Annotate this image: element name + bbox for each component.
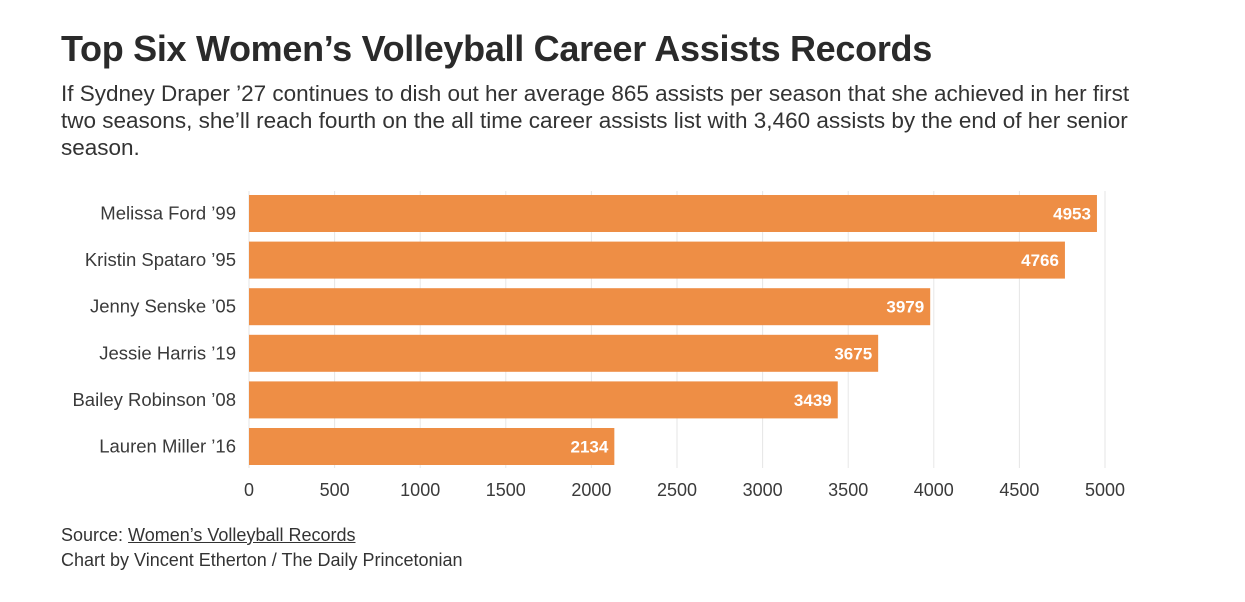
category-label: Jenny Senske ’05 — [90, 296, 236, 317]
category-label: Kristin Spataro ’95 — [85, 249, 236, 270]
source-link[interactable]: Women’s Volleyball Records — [128, 525, 356, 545]
x-tick-label: 500 — [320, 480, 350, 500]
x-tick-label: 2500 — [657, 480, 697, 500]
bar — [249, 241, 1065, 279]
category-label: Bailey Robinson ’08 — [72, 389, 236, 410]
bar — [249, 288, 931, 326]
value-label: 3675 — [834, 344, 872, 363]
x-tick-label: 2000 — [571, 480, 611, 500]
source-prefix: Source: — [61, 525, 129, 545]
category-label: Jessie Harris ’19 — [99, 342, 236, 363]
x-tick-label: 3000 — [743, 480, 783, 500]
x-tick-label: 1000 — [400, 480, 440, 500]
x-tick-label: 4000 — [914, 480, 954, 500]
category-label: Melissa Ford ’99 — [100, 203, 236, 224]
value-label: 3439 — [794, 391, 832, 410]
x-tick-label: 5000 — [1085, 480, 1125, 500]
x-tick-label: 3500 — [828, 480, 868, 500]
category-label: Lauren Miller ’16 — [99, 436, 236, 457]
value-label: 3979 — [886, 298, 924, 317]
value-label: 4766 — [1021, 251, 1059, 270]
bar — [249, 381, 838, 419]
chart-footer: Source: Women’s Volleyball Records Chart… — [61, 523, 463, 573]
x-tick-label: 1500 — [486, 480, 526, 500]
bar — [249, 195, 1097, 232]
chart-title: Top Six Women’s Volleyball Career Assist… — [61, 28, 932, 69]
bar — [249, 334, 879, 372]
value-label: 4953 — [1053, 205, 1091, 224]
chart-subtitle: If Sydney Draper ’27 continues to dish o… — [61, 81, 1130, 160]
value-label: 2134 — [571, 438, 609, 457]
bar — [249, 428, 615, 465]
chart-credit: Chart by Vincent Etherton / The Daily Pr… — [61, 550, 463, 570]
source-line: Source: Women’s Volleyball Records — [61, 523, 463, 548]
x-tick-label: 0 — [244, 480, 254, 500]
x-tick-label: 4500 — [999, 480, 1039, 500]
